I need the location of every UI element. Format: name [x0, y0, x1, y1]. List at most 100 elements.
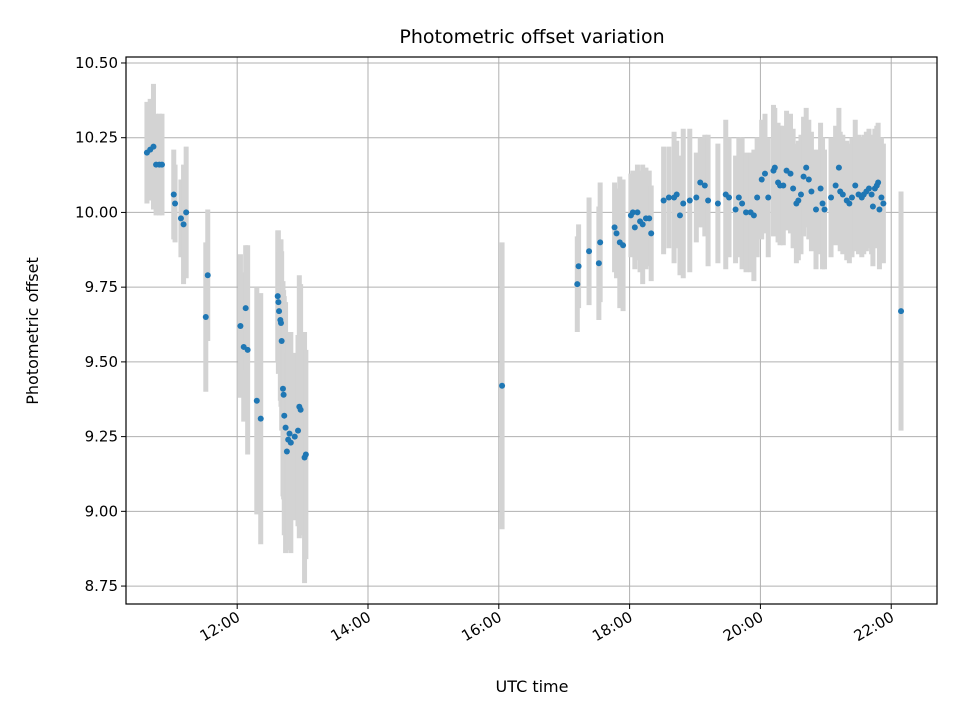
data-point [237, 323, 244, 330]
data-point [295, 427, 302, 434]
data-point [620, 242, 627, 249]
data-point [172, 200, 179, 207]
data-point [693, 194, 700, 201]
plot-frame [125, 56, 938, 605]
data-point [280, 391, 287, 398]
data-point [646, 215, 653, 222]
data-point [244, 346, 251, 353]
data-point [726, 194, 733, 201]
data-point [274, 293, 281, 300]
data-point [828, 194, 835, 201]
data-point [586, 248, 593, 255]
data-point [204, 272, 211, 279]
data-point [832, 182, 839, 189]
data-point [761, 170, 768, 177]
data-point [735, 194, 742, 201]
data-point [660, 197, 667, 204]
y-tick-label: 9.00 [85, 502, 118, 520]
data-point [876, 206, 883, 213]
data-point [686, 197, 693, 204]
data-point [253, 397, 260, 404]
data-point [281, 412, 288, 419]
data-point [743, 209, 750, 216]
data-point [613, 230, 620, 237]
data-point [291, 433, 298, 440]
data-point [286, 430, 293, 437]
data-point [595, 260, 602, 267]
data-point [575, 263, 582, 270]
data-point [278, 320, 285, 327]
data-point [297, 406, 304, 413]
data-point [275, 299, 282, 306]
data-point [170, 191, 177, 198]
data-point [780, 182, 787, 189]
data-point [875, 179, 882, 186]
data-point [765, 194, 772, 201]
data-point [634, 209, 641, 216]
data-point [880, 200, 887, 207]
data-point [665, 194, 672, 201]
data-point [797, 191, 804, 198]
y-tick-label: 9.50 [85, 353, 118, 371]
data-point [819, 200, 826, 207]
data-point [676, 212, 683, 219]
data-point [813, 206, 820, 213]
data-point [790, 185, 797, 192]
y-axis: 8.75 9.00 9.25 9.50 9.75 10.00 10.25 10.50 [75, 54, 126, 595]
data-point [611, 224, 618, 231]
data-point [821, 206, 828, 213]
data-point [302, 451, 309, 458]
data-point [183, 209, 190, 216]
data-point [771, 164, 778, 171]
data-point [629, 209, 636, 216]
y-tick-label: 8.75 [85, 577, 118, 595]
y-tick-label: 10.00 [75, 203, 118, 221]
data-point [878, 194, 885, 201]
y-tick-label: 10.25 [75, 129, 118, 147]
data-points [143, 143, 905, 461]
y-tick-label: 9.75 [85, 278, 118, 296]
data-point [754, 194, 761, 201]
data-point [180, 221, 187, 228]
data-point [697, 179, 704, 186]
data-point [673, 191, 680, 198]
data-point [868, 191, 875, 198]
data-point [846, 200, 853, 207]
data-point [732, 206, 739, 213]
data-point [898, 308, 905, 315]
data-point [805, 176, 812, 183]
y-tick-label: 10.50 [75, 54, 118, 72]
data-point [803, 164, 810, 171]
data-point [278, 337, 285, 344]
data-point [257, 415, 264, 422]
chart-title: Photometric offset variation [399, 26, 664, 48]
data-point [800, 173, 807, 180]
data-point [758, 176, 765, 183]
data-point [574, 281, 581, 288]
data-point [287, 439, 294, 446]
data-point [750, 212, 757, 219]
data-point [808, 188, 815, 195]
data-point [835, 164, 842, 171]
data-point [499, 382, 506, 389]
data-point [639, 221, 646, 228]
data-point [739, 200, 746, 207]
y-tick-label: 9.25 [85, 428, 118, 446]
data-point [705, 197, 712, 204]
data-point [787, 170, 794, 177]
x-axis-label: UTC time [496, 677, 569, 696]
data-point [701, 182, 708, 189]
data-point [839, 191, 846, 198]
data-point [869, 203, 876, 210]
data-point [648, 230, 655, 237]
data-point [242, 305, 249, 312]
data-point [680, 200, 687, 207]
data-point [279, 385, 286, 392]
data-point [276, 308, 283, 315]
data-point [848, 194, 855, 201]
data-point [150, 143, 157, 150]
data-point [158, 161, 165, 168]
data-point [852, 182, 859, 189]
